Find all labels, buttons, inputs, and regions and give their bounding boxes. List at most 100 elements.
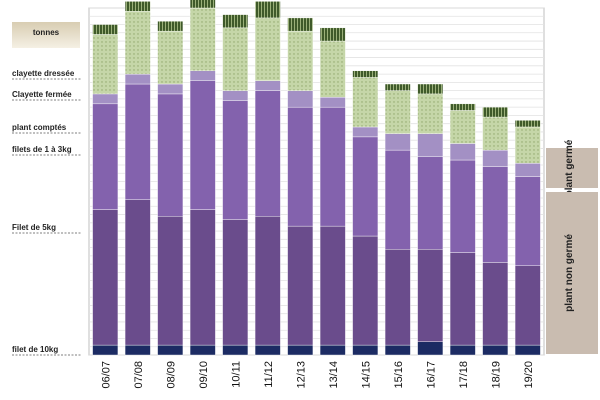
bar-segment (254, 1, 281, 19)
bar-segment (384, 344, 411, 356)
x-tick-label: 09/10 (198, 361, 210, 389)
bar-segment (449, 110, 476, 144)
bar-segment (189, 344, 216, 356)
unit-label: tonnes (33, 28, 60, 37)
bar-segment (189, 0, 216, 9)
bar-segment (449, 159, 476, 253)
side-label-germe: plant germé (564, 139, 575, 196)
bar-segment (287, 344, 314, 356)
bar-segment (92, 344, 119, 356)
bar-segment (319, 97, 346, 108)
x-tick-label: 08/09 (165, 361, 177, 389)
bar-segment (157, 93, 184, 217)
bar-segment (287, 17, 314, 32)
bar-segment (482, 106, 509, 118)
bar-segment (254, 80, 281, 91)
bar-segment (482, 344, 509, 356)
x-tick-label: 19/20 (523, 361, 535, 389)
bar-segment (222, 219, 249, 346)
bar-segment (92, 93, 119, 105)
bar-segment (449, 344, 476, 356)
bar-segment (222, 100, 249, 220)
bar-segment (482, 166, 509, 263)
bar-segment (514, 176, 541, 266)
legend-label: filets de 1 à 3kg (12, 145, 72, 154)
legend: filet de 10kg Filet de 5kg filets de 1 à 3… (12, 69, 82, 356)
legend-label: filet de 10kg (12, 345, 58, 354)
bar-segment (352, 136, 379, 237)
bar-segment (384, 90, 411, 134)
bar-segment (254, 215, 281, 346)
bar-segment (254, 344, 281, 356)
bar-segment (384, 249, 411, 346)
x-tick-label: 06/07 (100, 361, 112, 389)
bar-segment (384, 133, 411, 151)
bar-segment (124, 1, 151, 12)
bar-segment (124, 73, 151, 85)
unit-box (12, 22, 80, 48)
side-group-germe (546, 148, 598, 188)
bar-segment (222, 27, 249, 91)
x-tick-label: 18/19 (490, 361, 502, 389)
legend-label: plant comptés (12, 123, 67, 132)
bar-segment (384, 83, 411, 91)
x-tick-label: 15/16 (393, 361, 405, 389)
bar-segment (514, 126, 541, 164)
legend-label: Clayette fermée (12, 90, 72, 99)
bar-segment (417, 249, 444, 342)
bar-segment (417, 341, 444, 356)
bar-segment (417, 83, 444, 95)
bar-segment (417, 93, 444, 134)
x-tick-labels: 06/07 07/08 08/09 09/10 10/11 11/12 12/13 13/14… (100, 361, 535, 389)
side-label-non-germe: plant non germé (564, 234, 575, 312)
bar-segment (352, 344, 379, 356)
x-tick-label: 07/08 (133, 361, 145, 389)
x-tick-label: 11/12 (263, 361, 275, 388)
bar-segment (287, 225, 314, 346)
bar-segment (189, 80, 216, 210)
bar-segment (222, 14, 249, 29)
x-tick-label: 10/11 (230, 361, 242, 388)
bar-segment (514, 344, 541, 356)
x-tick-label: 14/15 (360, 361, 372, 389)
bar-segment (124, 344, 151, 356)
bar-segment (287, 30, 314, 91)
x-tick-label: 12/13 (295, 361, 307, 389)
bar-segment (189, 70, 216, 81)
bar-segment (319, 106, 346, 227)
bar-segment (222, 90, 249, 101)
bar-segment (189, 209, 216, 346)
bar-segment (157, 344, 184, 356)
bar-segment (514, 120, 541, 128)
bar-segment (222, 344, 249, 356)
bar-segment (124, 199, 151, 346)
bar-segment (482, 116, 509, 151)
bar-segment (482, 149, 509, 167)
bar-segment (287, 90, 314, 108)
bar-segment (352, 70, 379, 78)
bar-segment (254, 17, 281, 81)
bar-segment (352, 77, 379, 128)
legend-label: Filet de 5kg (12, 223, 56, 232)
bar-segment (319, 225, 346, 346)
bar-segment (417, 156, 444, 250)
bar-segment (449, 143, 476, 161)
bar-segment (124, 11, 151, 75)
bar-segment (287, 106, 314, 227)
bar-segment (92, 34, 119, 95)
x-tick-label: 13/14 (328, 361, 340, 389)
bar-segment (157, 21, 184, 32)
bar-segment (319, 344, 346, 356)
bar-segment (157, 83, 184, 95)
bar-segment (319, 27, 346, 42)
bar-segment (449, 103, 476, 111)
legend-label: clayette dressée (12, 69, 75, 78)
bar-segment (124, 83, 151, 200)
bar-segment (254, 90, 281, 217)
bar-segment (92, 209, 119, 346)
bar-segment (514, 163, 541, 177)
bars (92, 0, 541, 356)
side-group-non-germe (546, 192, 598, 354)
x-tick-label: 17/18 (458, 361, 470, 389)
